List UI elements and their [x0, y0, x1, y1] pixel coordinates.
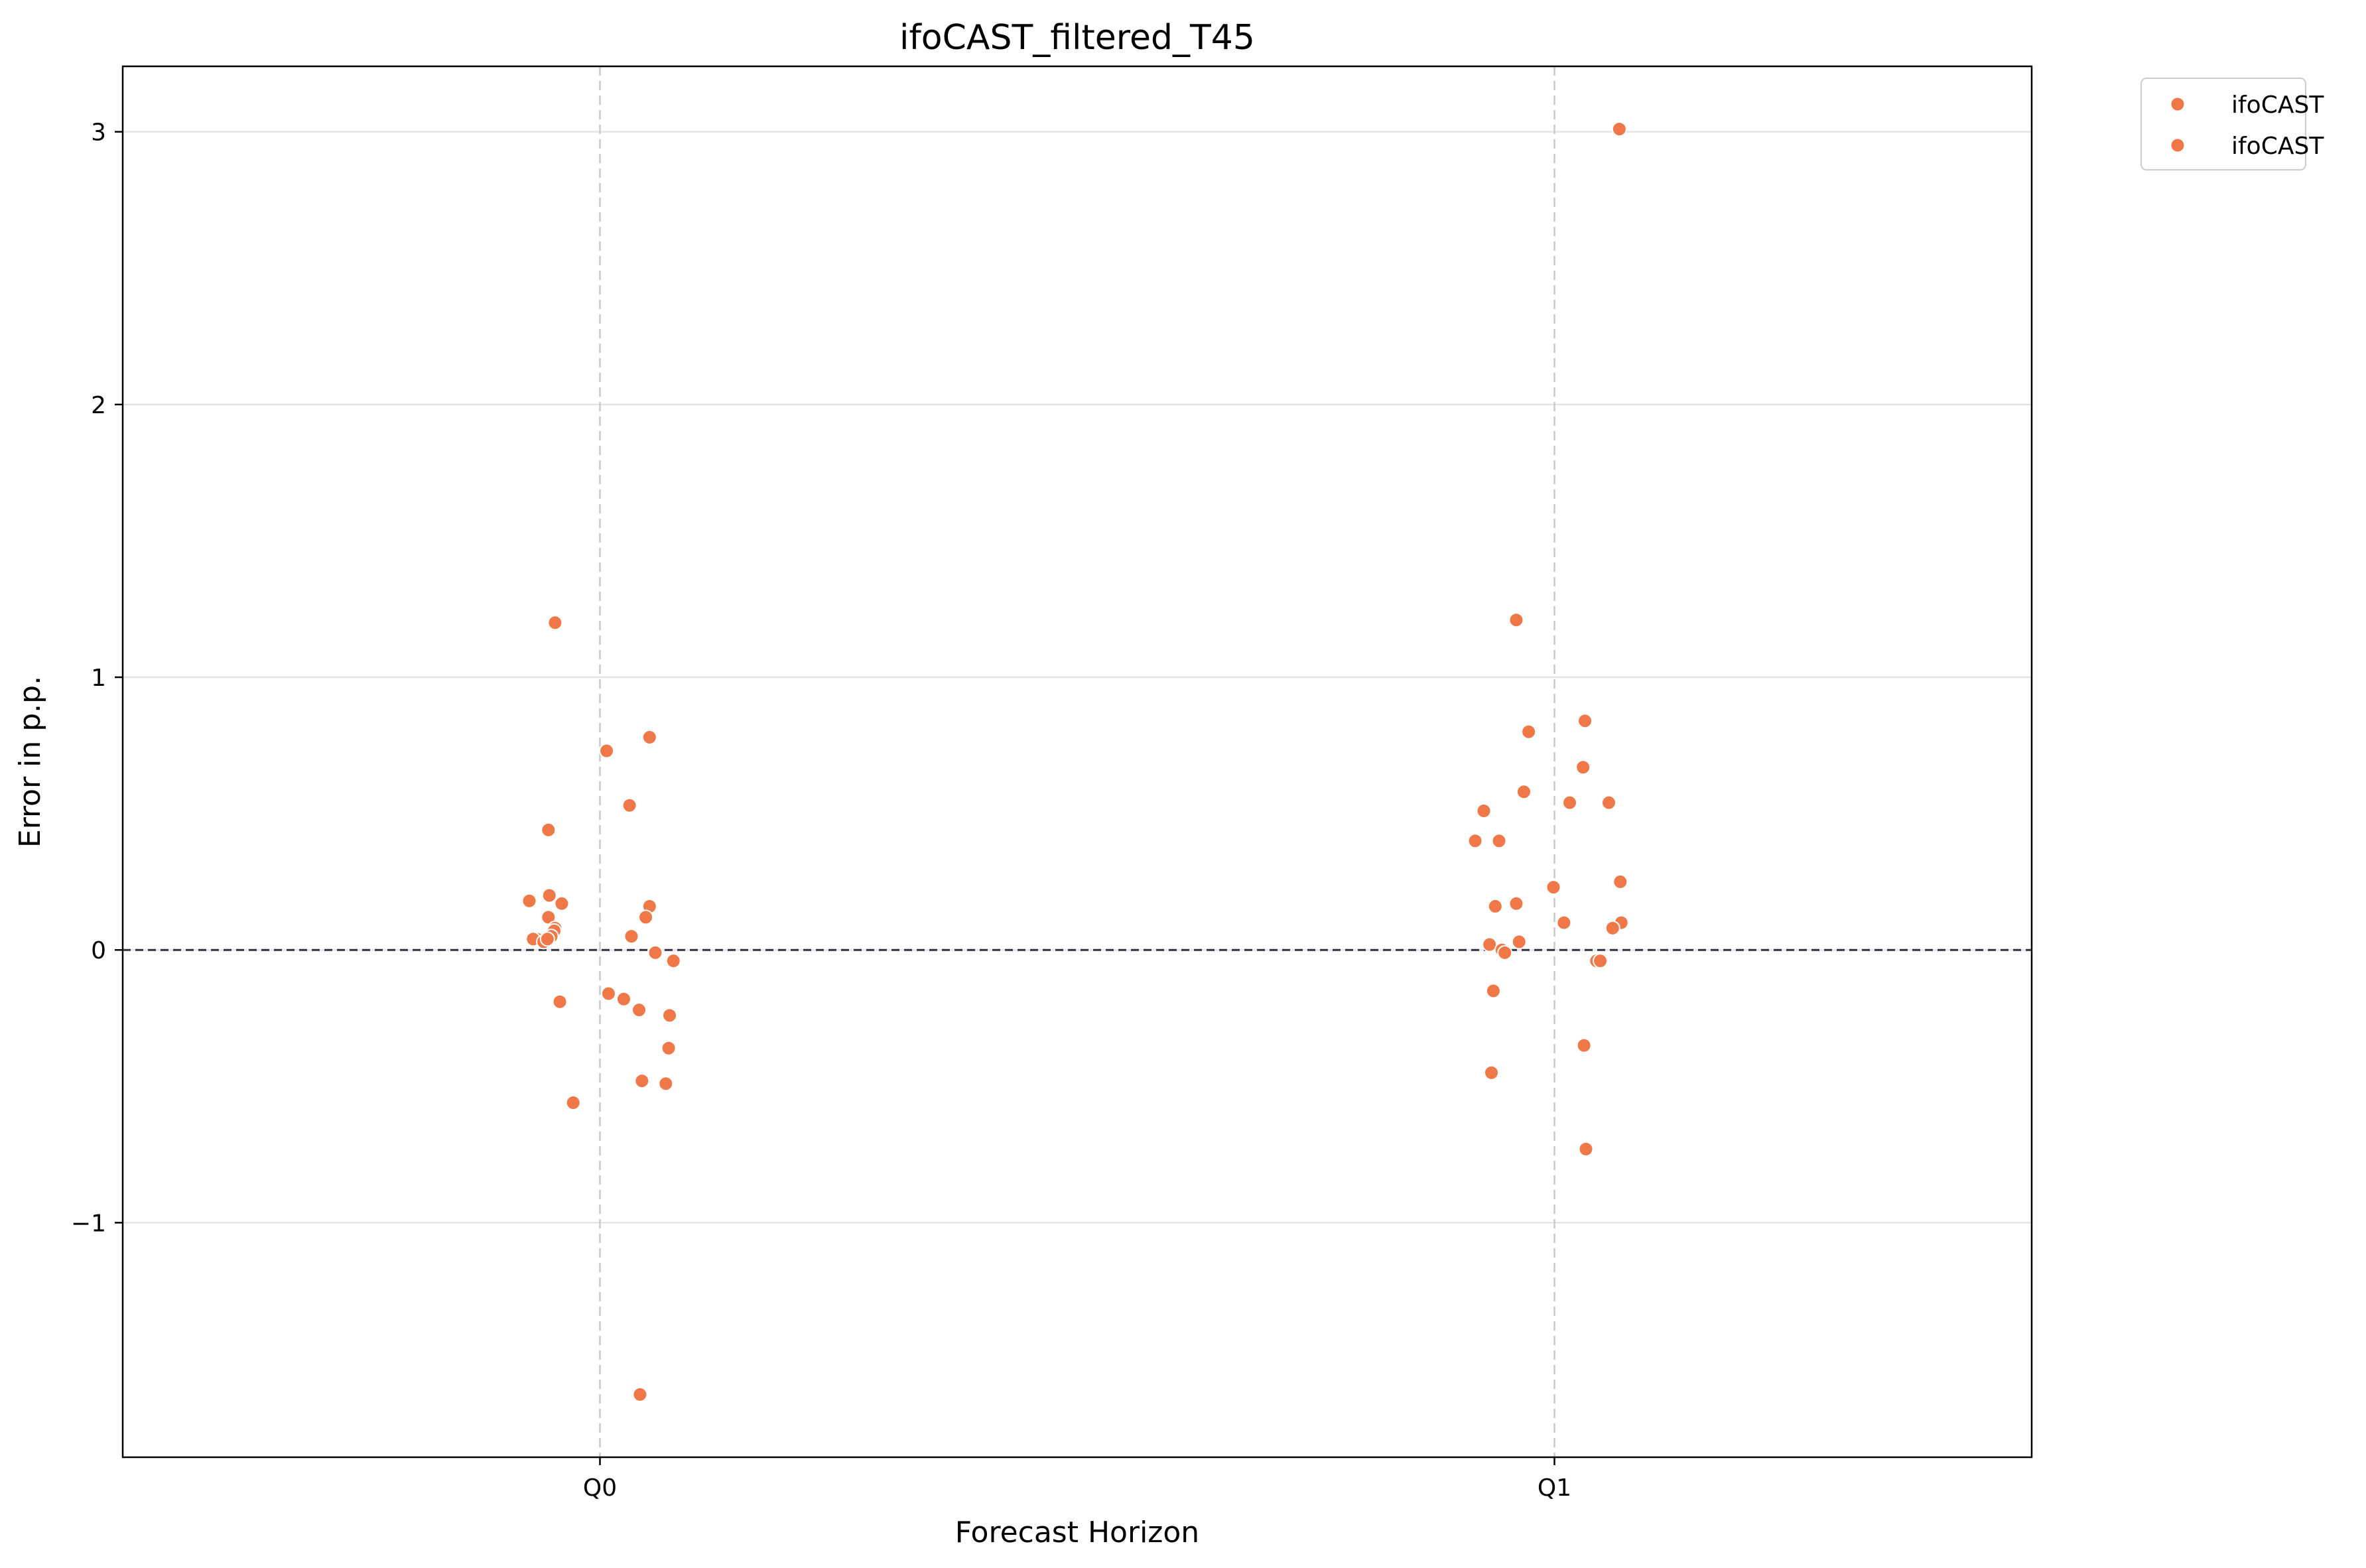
legend-entries: ifoCAST ifoCAST — [2170, 92, 2324, 160]
y-tick-label: 0 — [91, 937, 106, 964]
data-point — [1511, 934, 1527, 950]
data-point — [1485, 983, 1501, 999]
x-axis-title: Forecast Horizon — [955, 1516, 1199, 1549]
data-point — [521, 893, 537, 909]
data-point — [539, 931, 555, 947]
legend-marker — [2170, 96, 2186, 112]
data-point — [541, 822, 557, 838]
data-point — [1476, 803, 1492, 819]
data-point — [624, 929, 639, 945]
data-point — [1545, 880, 1561, 895]
axis-ticks: −1 0 1 2 3 Q0 Q1 — [71, 119, 1571, 1502]
data-point — [1497, 945, 1513, 960]
data-point — [1491, 833, 1507, 849]
legend-label: ifoCAST — [2231, 133, 2324, 160]
x-tick-label: Q0 — [583, 1474, 617, 1502]
data-point — [632, 1386, 648, 1402]
data-point — [641, 729, 657, 745]
data-point — [1605, 920, 1620, 936]
y-tick-label: −1 — [71, 1210, 106, 1237]
data-point — [616, 991, 631, 1007]
plot-frame — [121, 65, 2033, 1459]
legend: ifoCAST ifoCAST — [2140, 78, 2324, 170]
chart-title: ifoCAST_filtered_T45 — [899, 18, 1255, 58]
data-point — [1484, 1065, 1500, 1080]
data-point — [554, 895, 570, 911]
data-point — [1508, 895, 1524, 911]
data-point — [1562, 795, 1578, 811]
data-point — [541, 887, 557, 903]
data-point — [1576, 1037, 1592, 1053]
data-point — [661, 1040, 677, 1056]
data-point — [631, 1002, 647, 1018]
data-point — [547, 615, 563, 631]
y-tick-label: 3 — [91, 119, 106, 147]
data-point — [1487, 898, 1503, 914]
data-point — [599, 743, 615, 759]
data-point — [1467, 833, 1483, 849]
data-point — [1575, 759, 1591, 775]
data-point — [1577, 713, 1593, 729]
data-point — [662, 1008, 678, 1023]
data-point — [1516, 784, 1532, 800]
data-point — [1601, 795, 1617, 811]
data-point — [1556, 915, 1572, 931]
legend-marker — [2170, 137, 2186, 153]
data-point — [1482, 937, 1498, 952]
data-point — [600, 986, 616, 1002]
data-point — [1593, 953, 1609, 969]
data-point — [638, 909, 654, 925]
legend-label: ifoCAST — [2231, 92, 2324, 119]
scatter-points — [521, 121, 1629, 1402]
data-point — [541, 909, 557, 925]
data-point — [1611, 121, 1627, 137]
data-point — [647, 945, 663, 960]
data-point — [658, 1076, 674, 1092]
y-axis-title: Error in p.p. — [13, 676, 47, 848]
data-point — [634, 1073, 650, 1089]
data-point — [622, 797, 637, 813]
data-point — [1521, 724, 1537, 740]
data-point — [1578, 1141, 1594, 1157]
data-point — [565, 1094, 581, 1110]
data-point — [1508, 612, 1524, 628]
y-tick-label: 1 — [91, 665, 106, 692]
data-point — [665, 953, 681, 969]
data-point — [1612, 874, 1628, 889]
y-tick-label: 2 — [91, 392, 106, 419]
data-point — [552, 994, 568, 1010]
x-tick-label: Q1 — [1538, 1474, 1571, 1502]
